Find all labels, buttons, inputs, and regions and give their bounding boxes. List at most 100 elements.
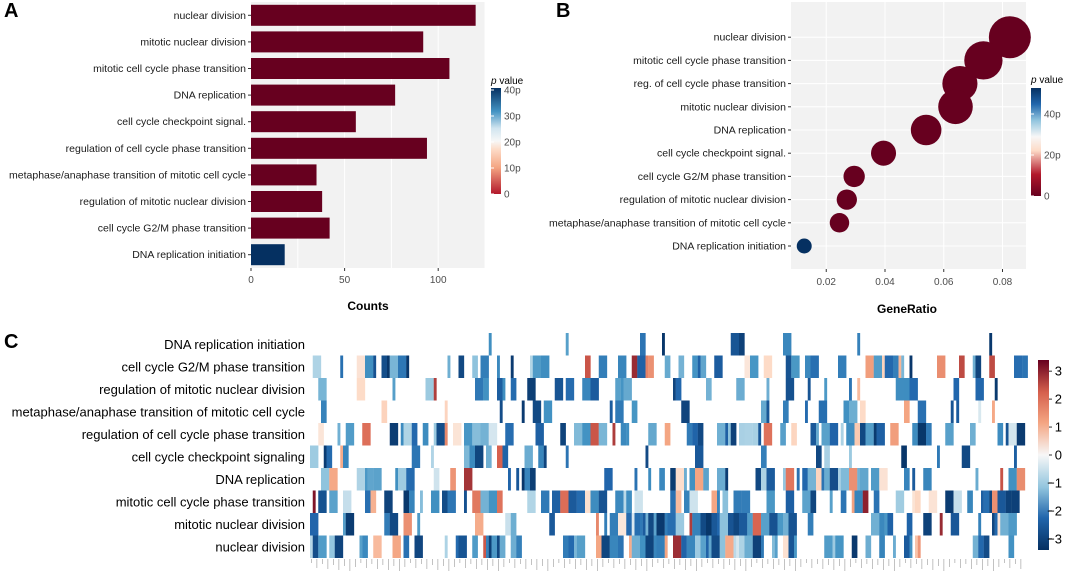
panel-c-heatmap-cell — [590, 490, 599, 513]
panel-c-heatmap-cell — [480, 490, 489, 513]
panel-c-heatmap-cell — [953, 490, 962, 513]
panel-c-heatmap-cell — [516, 468, 520, 491]
panel-c-heatmap-cell — [816, 445, 822, 468]
panel-c-heatmap-cell — [1016, 423, 1026, 446]
panel-c-heatmap-cell — [780, 423, 786, 446]
panel-c-heatmap-cell — [574, 535, 577, 558]
panel-c-heatmap-cell — [983, 535, 990, 558]
panel-c-heatmap-cell — [543, 400, 553, 423]
panel-c-heatmap-cell — [486, 445, 492, 468]
panel-c-heatmap-cell — [728, 423, 731, 446]
panel-c-heatmap-cell — [854, 423, 861, 446]
panel-c-heatmap-cell — [373, 535, 382, 558]
panel-c-heatmap-cell — [912, 490, 916, 513]
panel-c-heatmap-cell — [604, 468, 613, 491]
panel-c-heatmap-cell — [917, 400, 927, 423]
panel-c-heatmap-cell — [978, 513, 982, 536]
panel-c-heatmap-cell — [711, 490, 718, 513]
panel-c-heatmap-cell — [807, 468, 817, 491]
panel-c-heatmap-cell — [700, 513, 707, 536]
panel-c-heatmap-cell — [472, 355, 478, 378]
panel-c-heatmap-cell — [967, 490, 973, 513]
panel-c-heatmap-cell — [766, 400, 770, 423]
panel-c-heatmap-cell — [631, 513, 635, 536]
panel-a-y-tick-label: mitotic cell cycle phase transition — [93, 63, 246, 75]
panel-a-legend-tick-label: 20p — [504, 138, 521, 149]
panel-c-heatmap-cell — [310, 535, 313, 558]
panel-c-heatmap-cell — [890, 423, 899, 446]
panel-c-heatmap-cell — [565, 378, 575, 401]
panel-c-heatmap-cell — [499, 400, 503, 423]
panel-b-point — [871, 140, 897, 166]
panel-c-row-label: mitotic nuclear division — [174, 517, 305, 532]
panel-c-heatmap-cell — [626, 490, 632, 513]
panel-c-heatmap-cell — [458, 355, 465, 378]
panel-c-heatmap-cell — [675, 490, 682, 513]
panel-c-row-label: DNA replication initiation — [164, 337, 305, 352]
panel-c-heatmap-cell — [656, 535, 663, 558]
panel-a-legend-tick-label: 30p — [504, 112, 521, 123]
panel-c-heatmap-cell — [972, 535, 979, 558]
panel-b-x-axis-title: GeneRatio — [877, 302, 937, 316]
panel-c-heatmap-cell — [543, 445, 547, 468]
panel-c-heatmap-cell — [849, 400, 858, 423]
panel-c-heatmap-cell — [645, 513, 649, 536]
panel-c-heatmap-cell — [612, 423, 616, 446]
panel-c-heatmap-cell — [879, 468, 888, 491]
panel-c-heatmap-cell — [634, 513, 641, 536]
panel-c-row-label: regulation of cell cycle phase transitio… — [82, 427, 305, 442]
panel-c-heatmap-cell — [791, 355, 800, 378]
panel-c-heatmap-cell — [722, 490, 729, 513]
panel-c-heatmap-cell — [334, 535, 344, 558]
panel-c-heatmap-cell — [752, 535, 762, 558]
panel-c-heatmap-cell — [959, 355, 965, 378]
panel-c-heatmap-cell — [312, 355, 322, 378]
panel-c-heatmap-cell — [689, 468, 696, 491]
panel-c-heatmap-cell — [497, 535, 500, 558]
panel-c-heatmap-cell — [565, 333, 569, 356]
panel-c-heatmap-cell — [356, 468, 366, 491]
panel-c-heatmap-cell — [634, 468, 638, 491]
panel-c-heatmap-cell — [554, 378, 564, 401]
panel-c-heatmap-cell — [488, 490, 498, 513]
panel-c-heatmap-cell — [497, 355, 500, 378]
panel-b-legend-title: p value — [1030, 75, 1064, 86]
panel-c-colorbar-tick-label: 0 — [1055, 448, 1062, 463]
panel-c-heatmap-cell — [736, 378, 745, 401]
panel-a-y-tick-label: cell cycle checkpoint signal. — [117, 116, 246, 128]
panel-c-heatmap-cell — [926, 423, 932, 446]
panel-c-heatmap-cell — [565, 445, 569, 468]
panel-c-heatmap-cell — [785, 490, 795, 513]
panel-a-bar — [251, 137, 427, 159]
panel-c-heatmap-cell — [623, 378, 632, 401]
panel-c-heatmap-cell — [802, 468, 808, 491]
panel-c-heatmap-cell — [730, 333, 740, 356]
panel-c-heatmap-cell — [975, 468, 979, 491]
panel-c-heatmap-cell — [431, 490, 440, 513]
panel-b-point — [910, 114, 942, 146]
panel-c-heatmap-cell — [818, 400, 828, 423]
panel-c-heatmap-cell — [816, 468, 822, 491]
panel-c-heatmap-cell — [739, 535, 745, 558]
panel-c-heatmap-cell — [464, 468, 473, 491]
panel-c-heatmap-cell — [488, 333, 492, 356]
panel-b-y-tick-label: metaphase/anaphase transition of mitotic… — [549, 217, 786, 229]
panel-c-heatmap-cell — [609, 400, 613, 423]
panel-c-heatmap-cell — [598, 490, 608, 513]
panel-c-heatmap-cell — [763, 423, 773, 446]
panel-c-heatmap-cell — [486, 535, 489, 558]
panel-c-heatmap-cell — [810, 490, 817, 513]
panel-a-x-axis-title: Counts — [347, 299, 389, 313]
panel-c-heatmap-cell — [662, 535, 665, 558]
panel-c-heatmap-cell — [1014, 445, 1017, 468]
panel-c-heatmap-cell — [596, 513, 599, 536]
panel-c-heatmap-cell — [744, 423, 753, 446]
panel-c-heatmap-cell — [692, 423, 698, 446]
panel-b-legend-tick-label: 0 — [1044, 192, 1050, 203]
panel-c-heatmap-cell — [901, 445, 907, 468]
panel-c-heatmap-cell — [384, 513, 390, 536]
panel-c-heatmap-cell — [906, 513, 913, 536]
panel-c-heatmap-cell — [615, 490, 624, 513]
panel-c-heatmap-cell — [359, 535, 363, 558]
panel-c-heatmap-cell — [695, 468, 704, 491]
